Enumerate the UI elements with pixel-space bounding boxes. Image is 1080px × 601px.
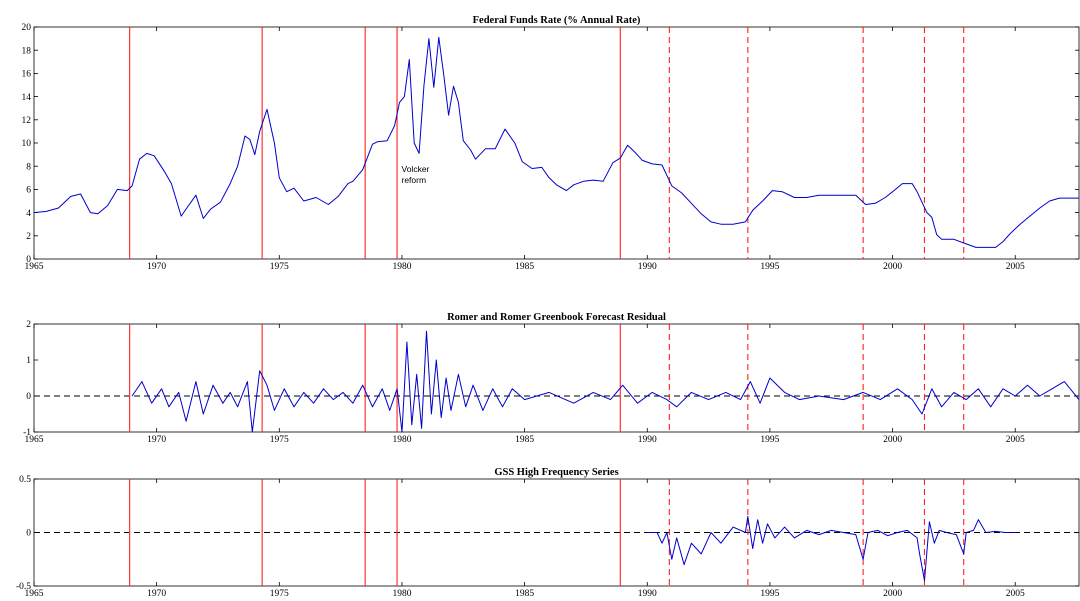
gss-high-frequency-x-tick-label: 1965 (25, 589, 44, 599)
romer-residual-x-tick-label: 1975 (270, 435, 289, 445)
romer-residual-y-tick-label: 2 (26, 320, 31, 330)
romer-residual-y-tick-label: 0 (26, 392, 31, 402)
fed-funds-rate-y-tick-label: 4 (26, 209, 31, 219)
fed-funds-rate-annotation-text: reform (402, 175, 427, 185)
fed-funds-rate-title: Federal Funds Rate (% Annual Rate) (473, 15, 641, 26)
romer-residual-series-line (131, 330, 1080, 433)
romer-residual-x-tick-label: 1995 (760, 435, 779, 445)
fed-funds-rate-x-tick-label: 2005 (1006, 262, 1025, 272)
gss-high-frequency-y-tick-label: -0.5 (16, 582, 31, 592)
fed-funds-rate-x-tick-label: 1970 (147, 262, 166, 272)
fed-funds-rate-x-tick-label: 1995 (760, 262, 779, 272)
fed-funds-rate-y-tick-label: 10 (22, 139, 32, 149)
gss-high-frequency-x-tick-label: 1980 (392, 589, 411, 599)
romer-residual-x-tick-label: 1980 (392, 435, 411, 445)
gss-high-frequency-x-tick-label: 2005 (1006, 589, 1025, 599)
fed-funds-rate-x-tick-label: 1990 (638, 262, 657, 272)
fed-funds-rate-annotation-text: Volcker (402, 164, 430, 174)
romer-residual-x-tick-label: 1970 (147, 435, 166, 445)
fed-funds-rate-y-tick-label: 0 (26, 255, 31, 265)
romer-residual-y-tick-label: -1 (23, 428, 31, 438)
gss-high-frequency-title: GSS High Frequency Series (494, 467, 618, 478)
romer-residual-x-tick-label: 1990 (638, 435, 657, 445)
gss-high-frequency-series-line (647, 516, 1016, 582)
romer-residual-x-tick-label: 1985 (515, 435, 534, 445)
fed-funds-rate-series-line (33, 36, 1079, 248)
romer-residual-x-tick-label: 1965 (25, 435, 44, 445)
fed-funds-rate-panel: Federal Funds Rate (% Annual Rate) 1965 19… (22, 15, 1080, 272)
fed-funds-rate-y-tick-label: 16 (22, 70, 32, 80)
fed-funds-rate-x-tick-label: 1985 (515, 262, 534, 272)
fed-funds-rate-x-tick-label: 2000 (883, 262, 902, 272)
gss-high-frequency-y-tick-label: 0.5 (19, 475, 31, 485)
fed-funds-rate-y-tick-label: 2 (26, 232, 31, 242)
romer-residual-panel: Romer and Romer Greenbook Forecast Resid… (23, 312, 1080, 445)
gss-high-frequency-x-tick-label: 1970 (147, 589, 166, 599)
fed-funds-rate-y-tick-label: 20 (22, 23, 32, 33)
gss-high-frequency-y-tick-label: 0 (26, 529, 31, 539)
gss-high-frequency-x-tick-label: 2000 (883, 589, 902, 599)
fed-funds-rate-y-tick-label: 8 (26, 162, 31, 172)
romer-residual-x-tick-label: 2005 (1006, 435, 1025, 445)
gss-high-frequency-panel: GSS High Frequency Series 1965 1970 1975 198… (16, 467, 1080, 599)
fed-funds-rate-axes-box (33, 26, 1080, 260)
gss-high-frequency-x-tick-label: 1975 (270, 589, 289, 599)
fed-funds-rate-x-tick-label: 1980 (392, 262, 411, 272)
romer-residual-title: Romer and Romer Greenbook Forecast Resid… (447, 312, 666, 323)
gss-high-frequency-x-tick-label: 1995 (760, 589, 779, 599)
fed-funds-rate-y-tick-label: 14 (22, 93, 32, 103)
gss-high-frequency-x-tick-label: 1990 (638, 589, 657, 599)
fed-funds-rate-y-tick-label: 6 (26, 186, 31, 196)
fed-funds-rate-y-tick-label: 12 (22, 116, 32, 126)
fed-funds-rate-y-tick-label: 18 (22, 46, 32, 56)
fed-funds-rate-x-tick-label: 1975 (270, 262, 289, 272)
romer-residual-axes-box (33, 323, 1080, 433)
romer-residual-y-tick-label: 1 (26, 356, 31, 366)
fed-funds-rate-x-tick-label: 1965 (25, 262, 44, 272)
gss-high-frequency-x-tick-label: 1985 (515, 589, 534, 599)
romer-residual-x-tick-label: 2000 (883, 435, 902, 445)
